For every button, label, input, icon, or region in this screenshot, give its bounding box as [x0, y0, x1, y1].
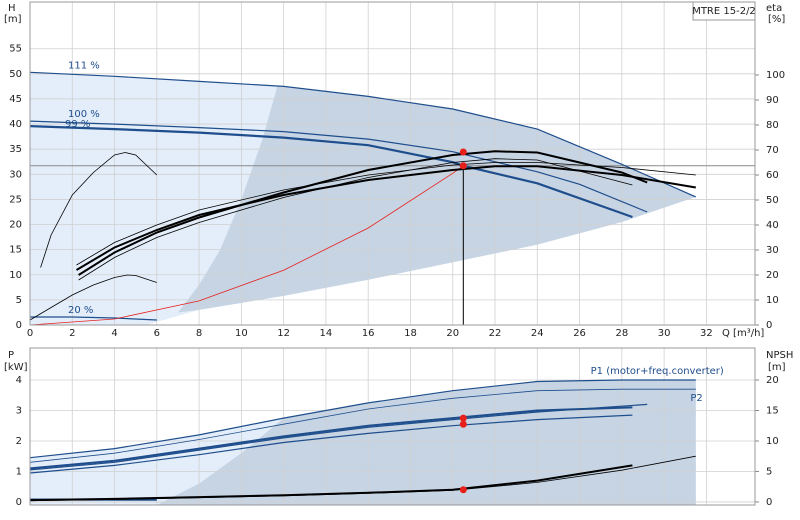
- plot-frame: [29, 347, 756, 506]
- x-axis-label: Q [m³/h]: [722, 328, 764, 339]
- plot-frame: [29, 1, 756, 326]
- x-tick-label: 22: [489, 328, 502, 339]
- curve: [29, 165, 464, 326]
- curve: [29, 388, 696, 463]
- y-tick-label: 25: [9, 194, 22, 205]
- duty-point: [459, 148, 467, 156]
- y-tick-label: 0: [16, 320, 22, 331]
- curve-label: 99 %: [65, 119, 90, 130]
- x-tick-label: 6: [154, 328, 160, 339]
- y2-tick-label: 40: [766, 220, 779, 231]
- x-tick-label: 32: [700, 328, 713, 339]
- x-tick-label: 16: [362, 328, 375, 339]
- y-tick-label: 5: [16, 295, 22, 306]
- y2-tick-label: 0: [766, 320, 772, 331]
- y2-tick-label: 100: [766, 70, 785, 81]
- y2-tick-label: 80: [766, 120, 779, 131]
- y2-axis-label: eta: [766, 3, 782, 14]
- curve: [29, 455, 696, 502]
- y2-tick-label: 0: [766, 497, 772, 508]
- curve: [78, 158, 633, 281]
- y-tick-label: 4: [16, 375, 22, 386]
- x-tick-label: 26: [573, 328, 586, 339]
- curve: [29, 274, 157, 321]
- x-tick-label: 4: [111, 328, 117, 339]
- y2-tick-label: 15: [766, 405, 779, 416]
- duty-point: [459, 420, 467, 428]
- curve: [76, 162, 696, 266]
- curve-label: 20 %: [68, 305, 93, 316]
- y-axis-unit: [m]: [4, 14, 22, 25]
- curve: [29, 403, 648, 471]
- y-tick-label: 3: [16, 405, 22, 416]
- duty-point: [459, 414, 467, 422]
- y2-tick-label: 10: [766, 295, 779, 306]
- y-tick-label: 2: [16, 436, 22, 447]
- curve: [29, 120, 648, 213]
- curve-label: P2: [690, 393, 702, 404]
- x-tick-label: 10: [235, 328, 248, 339]
- duty-point: [459, 486, 467, 494]
- x-tick-label: 30: [658, 328, 671, 339]
- y-tick-label: 45: [9, 94, 22, 105]
- operating-area: [156, 380, 696, 505]
- y2-tick-label: 70: [766, 145, 779, 156]
- y-tick-label: 15: [9, 245, 22, 256]
- y2-axis-unit: [m]: [768, 362, 786, 373]
- curve-label: 111 %: [68, 60, 100, 71]
- y-tick-label: 1: [16, 466, 22, 477]
- curve: [29, 464, 633, 502]
- y2-tick-label: 10: [766, 436, 779, 447]
- y-tick-label: 20: [9, 220, 22, 231]
- pump-label-box: [692, 1, 756, 21]
- y2-axis-label: NPSH: [766, 350, 793, 361]
- y2-tick-label: 20: [766, 270, 779, 281]
- curve-label: P1 (motor+freq.converter): [591, 366, 724, 377]
- curve: [29, 379, 696, 459]
- x-tick-label: 12: [277, 328, 290, 339]
- y-tick-label: 0: [16, 497, 22, 508]
- y2-tick-label: 30: [766, 245, 779, 256]
- duty-point: [459, 162, 467, 170]
- x-tick-label: 18: [404, 328, 417, 339]
- x-tick-label: 0: [27, 328, 33, 339]
- pump-label: MTRE 15-2/2: [692, 6, 756, 17]
- y-tick-label: 35: [9, 144, 22, 155]
- y-tick-label: 10: [9, 270, 22, 281]
- curve: [29, 406, 633, 470]
- y2-tick-label: 90: [766, 95, 779, 106]
- curve: [40, 152, 158, 268]
- y-tick-label: 30: [9, 169, 22, 180]
- x-tick-label: 8: [196, 328, 202, 339]
- y2-axis-unit: [%]: [768, 14, 785, 25]
- curve: [78, 150, 648, 276]
- y2-tick-label: 5: [766, 466, 772, 477]
- x-tick-label: 28: [615, 328, 628, 339]
- curve: [29, 125, 633, 219]
- curve: [30, 316, 157, 321]
- x-tick-label: 20: [446, 328, 459, 339]
- curve: [29, 414, 633, 474]
- y-tick-label: 55: [9, 44, 22, 55]
- y2-tick-label: 60: [766, 170, 779, 181]
- x-tick-label: 2: [69, 328, 75, 339]
- y-axis-unit: [kW]: [4, 362, 28, 373]
- y-axis-label: P: [8, 350, 14, 361]
- x-tick-label: 14: [320, 328, 333, 339]
- y2-tick-label: 50: [766, 195, 779, 206]
- y-tick-label: 40: [9, 119, 22, 130]
- y-tick-label: 50: [9, 69, 22, 80]
- x-tick-label: 24: [531, 328, 544, 339]
- curve: [29, 71, 697, 198]
- y-axis-label: H: [8, 3, 16, 14]
- curve-label: 100 %: [68, 109, 100, 120]
- y2-tick-label: 20: [766, 375, 779, 386]
- curve: [75, 165, 696, 271]
